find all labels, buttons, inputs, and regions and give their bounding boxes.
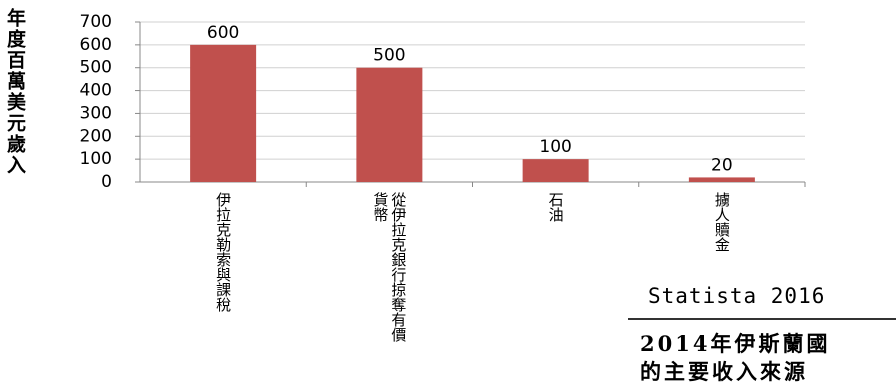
y-tick-label: 0 [101,172,112,192]
value-label: 600 [207,23,239,43]
bar [522,159,589,182]
x-tick-label: 從伊拉克銀行掠奪有價貨幣 [371,192,408,342]
chart-title: 的主要收入來源 [640,359,808,384]
value-label: 100 [539,137,571,157]
chart-title: 2014年伊斯蘭國 [640,331,831,356]
x-tick-label: 擄人贖金 [712,192,731,252]
divider [628,318,896,320]
x-tick-label: 石油 [546,192,565,222]
x-tick-label: 伊拉克勒索與課稅 [214,192,233,312]
y-tick-label: 600 [80,35,112,55]
value-label: 500 [373,46,405,66]
y-tick-label: 500 [80,58,112,78]
y-axis-label: 年度百萬美元歲入 [4,8,26,176]
y-tick-label: 200 [80,126,112,146]
y-tick-label: 300 [80,103,112,123]
value-label: 20 [711,155,733,175]
bar [688,177,755,182]
y-tick-label: 100 [80,149,112,169]
bar [190,44,257,182]
y-tick-label: 400 [80,81,112,101]
bar [356,67,423,182]
y-tick-label: 700 [80,12,112,32]
source: Statista 2016 [648,284,826,308]
